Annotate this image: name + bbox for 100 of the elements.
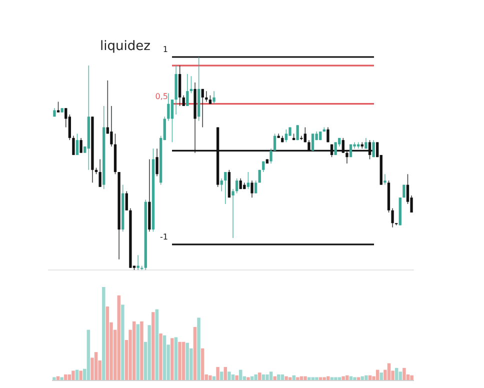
bar [68, 374, 72, 380]
bar [140, 321, 144, 380]
candlestick [220, 178, 223, 192]
candlestick [212, 90, 216, 104]
bar [132, 321, 136, 380]
annotation: -1 [160, 232, 168, 242]
annotation: 0,5 [155, 92, 168, 101]
text: 1 [162, 45, 168, 54]
bar [121, 304, 124, 380]
bar [356, 377, 360, 380]
candlestick [182, 94, 185, 106]
bar [360, 376, 364, 380]
candlestick [273, 133, 276, 152]
bar [330, 377, 334, 380]
candlestick [326, 126, 330, 143]
candlestick [254, 180, 258, 194]
bar [342, 376, 345, 380]
bar [387, 363, 391, 380]
candlestick [304, 126, 306, 143]
bar [338, 377, 342, 380]
bar [398, 372, 402, 380]
bar [277, 374, 280, 380]
bar [136, 324, 140, 380]
bar [117, 295, 120, 380]
bar [315, 377, 318, 380]
bar [155, 309, 159, 380]
text: liquidez [100, 39, 151, 54]
bar [170, 338, 174, 380]
bar [228, 372, 231, 380]
bar [346, 375, 349, 380]
bar [86, 330, 90, 380]
candlestick [98, 158, 102, 188]
candlestick [170, 99, 174, 143]
candlestick [72, 135, 75, 156]
bar [235, 375, 238, 380]
bar [307, 377, 311, 380]
bar [186, 342, 189, 380]
bar [178, 342, 182, 380]
candlestick [232, 188, 234, 238]
candlestick [311, 133, 314, 152]
bar [231, 374, 235, 380]
bar [273, 376, 276, 380]
bar [269, 372, 273, 380]
bar [353, 377, 356, 380]
candlestick [372, 140, 375, 158]
bar [224, 366, 228, 380]
bar [216, 366, 220, 380]
bar [94, 352, 98, 380]
candlestick [186, 74, 189, 106]
bar [238, 370, 242, 380]
bar [364, 375, 368, 380]
bar [334, 377, 338, 380]
bar [64, 374, 68, 380]
candlestick [80, 138, 82, 154]
bar [197, 318, 200, 380]
bar [258, 372, 262, 380]
bar [162, 335, 166, 380]
bar [304, 376, 307, 380]
bar [368, 375, 372, 380]
bar [220, 372, 224, 380]
bar [394, 368, 398, 380]
bar [106, 306, 110, 380]
bar [182, 342, 186, 380]
bar [376, 370, 380, 380]
bar [52, 377, 56, 380]
candlestick [178, 65, 182, 106]
bar [102, 287, 106, 380]
candlestick [284, 129, 288, 143]
bar [72, 370, 75, 380]
bar [318, 377, 322, 380]
candlestick [296, 124, 299, 140]
candlestick [391, 208, 394, 228]
bar [148, 325, 151, 380]
bar [380, 372, 383, 380]
candlestick [167, 92, 170, 122]
bar [200, 348, 204, 380]
bar [402, 368, 406, 380]
bar [262, 374, 266, 380]
candlestick [384, 174, 386, 186]
bar [246, 377, 250, 380]
candlestick [246, 172, 250, 190]
bar [280, 374, 284, 380]
bar [159, 334, 162, 380]
bar [322, 377, 326, 380]
candlestick [250, 180, 254, 198]
bar [79, 370, 82, 380]
candlestick [270, 148, 272, 164]
candlestick [201, 88, 204, 128]
bar [284, 376, 288, 380]
bar [151, 312, 155, 380]
candlestick [334, 142, 337, 156]
candlestick [235, 178, 238, 194]
candlestick [224, 172, 227, 204]
candlestick [136, 254, 140, 270]
candlestick [156, 148, 158, 177]
bar [75, 370, 79, 380]
bar [266, 374, 269, 380]
bar [208, 375, 212, 380]
candlestick [110, 106, 113, 147]
bar [193, 326, 197, 380]
